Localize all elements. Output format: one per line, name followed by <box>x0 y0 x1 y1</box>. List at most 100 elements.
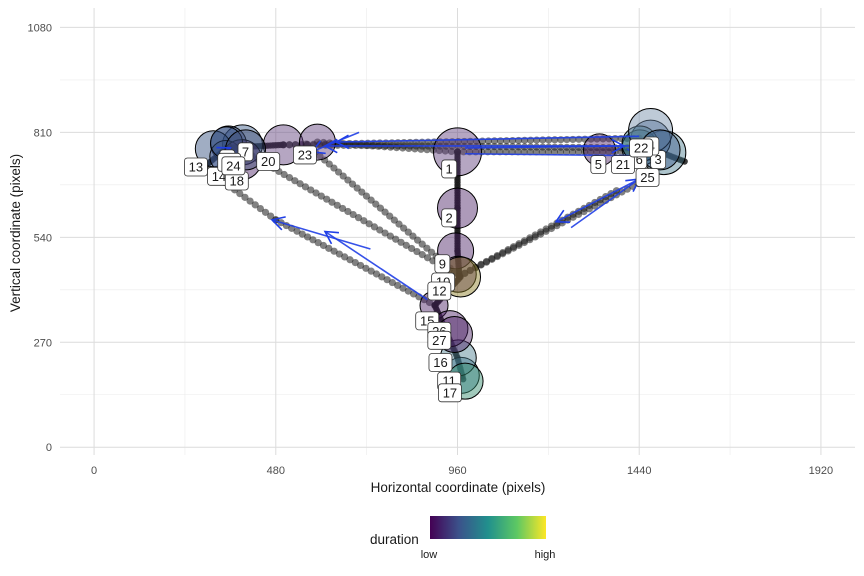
gaze-sample-point <box>562 148 571 156</box>
fixation-label-text: 25 <box>640 170 654 185</box>
gaze-sample-point <box>509 243 518 251</box>
gaze-sample-point <box>581 148 589 156</box>
gaze-sample-point <box>362 192 371 200</box>
gaze-sample-point <box>317 192 325 200</box>
gaze-sample-point <box>547 222 556 230</box>
gaze-sample-point <box>623 185 631 193</box>
gaze-sample-point <box>358 188 366 196</box>
saccade-arrow-head <box>323 138 338 154</box>
gaze-sample-point <box>285 174 294 182</box>
gaze-sample-point <box>447 147 456 155</box>
gaze-sample-point <box>338 204 347 213</box>
gaze-sample-point <box>267 212 275 220</box>
gaze-sample-point <box>303 233 312 241</box>
fixation-label-box <box>590 155 607 175</box>
gaze-sample-point <box>251 201 259 209</box>
gaze-sample-point <box>418 240 426 248</box>
gaze-sample-point <box>280 170 288 179</box>
duration-legend: duration low high <box>370 516 555 561</box>
gaze-sample-point <box>383 276 391 284</box>
gaze-sample-point <box>323 195 331 203</box>
fixation-label-text: 18 <box>230 174 244 189</box>
saccade-arrow-line <box>555 174 648 223</box>
gaze-sample-point <box>526 234 534 242</box>
gaze-sample-point <box>313 138 322 146</box>
fixation-label-text: 22 <box>634 141 648 156</box>
legend-colorbar <box>430 516 546 539</box>
fixation-label-text: 1 <box>446 162 453 177</box>
fixation-label-box <box>629 138 654 158</box>
gaze-sample-point <box>441 147 449 155</box>
fixation-label-text: 7 <box>242 144 249 159</box>
gaze-sample-point <box>388 278 396 287</box>
gaze-sample-point <box>325 244 333 252</box>
gaze-sample-point <box>360 217 368 225</box>
gaze-sample-point <box>515 240 523 248</box>
saccade-arrow-head <box>323 230 340 245</box>
fixation-point <box>433 127 482 177</box>
y-tick-label: 270 <box>34 337 52 349</box>
gaze-sample-point <box>408 244 416 253</box>
fixation-label-box <box>427 281 452 301</box>
gaze-sample-point <box>351 258 359 267</box>
saccade-arrow-head <box>611 138 626 154</box>
x-tick-label: 0 <box>91 465 97 477</box>
gaze-sample-point <box>293 227 301 235</box>
fixation-label-text: 12 <box>432 284 446 299</box>
gaze-sample-point <box>325 160 333 168</box>
fixation-label-text: 2 <box>446 210 453 225</box>
gaze-sample-point <box>427 248 436 256</box>
y-tick-label: 0 <box>46 442 52 454</box>
fixation-label-text: 27 <box>432 333 446 348</box>
gaze-sample-point <box>550 148 559 156</box>
gaze-sample-point <box>296 180 304 188</box>
fixation-labels: 1234567891011121314151617181920212223242… <box>184 136 667 403</box>
fixation-label: 17 <box>438 383 462 403</box>
gaze-sample-point <box>261 208 270 216</box>
gaze-sample-point <box>330 247 338 255</box>
gaze-sample-point <box>341 253 349 261</box>
gaze-sample-point <box>285 141 293 149</box>
gaze-sample-point <box>354 214 363 222</box>
gaze-sample-point <box>568 148 577 156</box>
fixation-label-box <box>611 155 635 175</box>
gaze-sample-point <box>531 231 539 239</box>
gaze-sample-point <box>482 257 491 266</box>
saccade-arrow-head <box>270 216 286 231</box>
fixation-label-text: 20 <box>261 154 275 169</box>
gaze-sample-point <box>307 186 315 194</box>
gaze-sample-point <box>362 264 370 272</box>
gaze-sample-point <box>348 180 357 188</box>
gaze-sample-point <box>376 204 385 212</box>
gaze-sample-point <box>397 238 405 246</box>
gaze-sample-point <box>425 298 434 307</box>
fixation-label-text: 9 <box>439 256 446 271</box>
gaze-sample-point <box>575 148 583 156</box>
fixation-label-box <box>184 157 208 177</box>
gaze-sample-point <box>392 235 400 243</box>
saccade-arrows <box>216 131 648 301</box>
saccade-arrow-line <box>324 230 428 301</box>
gaze-sample-point <box>599 148 607 156</box>
gaze-sample-point <box>593 148 601 156</box>
gaze-sample-point <box>367 267 375 275</box>
gaze-sample-point <box>402 241 410 249</box>
fixation-label: 25 <box>635 168 660 187</box>
x-tick-label: 480 <box>267 465 285 477</box>
fixation-label: 9 <box>434 254 451 274</box>
fixation-label-box <box>635 168 660 187</box>
fixation-label: 1 <box>441 159 458 179</box>
fixation-label-box <box>293 145 317 165</box>
gaze-sample-point <box>404 228 412 236</box>
saccade-arrow-head <box>554 209 570 223</box>
gaze-sample-point <box>399 284 407 292</box>
gaze-sample-point <box>378 273 386 281</box>
gaze-sample-point <box>411 145 419 153</box>
x-tick-label: 960 <box>448 465 466 477</box>
fixation-label-text: 13 <box>189 160 203 175</box>
fixation-label: 12 <box>427 281 452 301</box>
fixation-label: 20 <box>256 152 281 171</box>
fixation-label: 27 <box>427 330 452 350</box>
gaze-sample-point <box>390 216 398 224</box>
